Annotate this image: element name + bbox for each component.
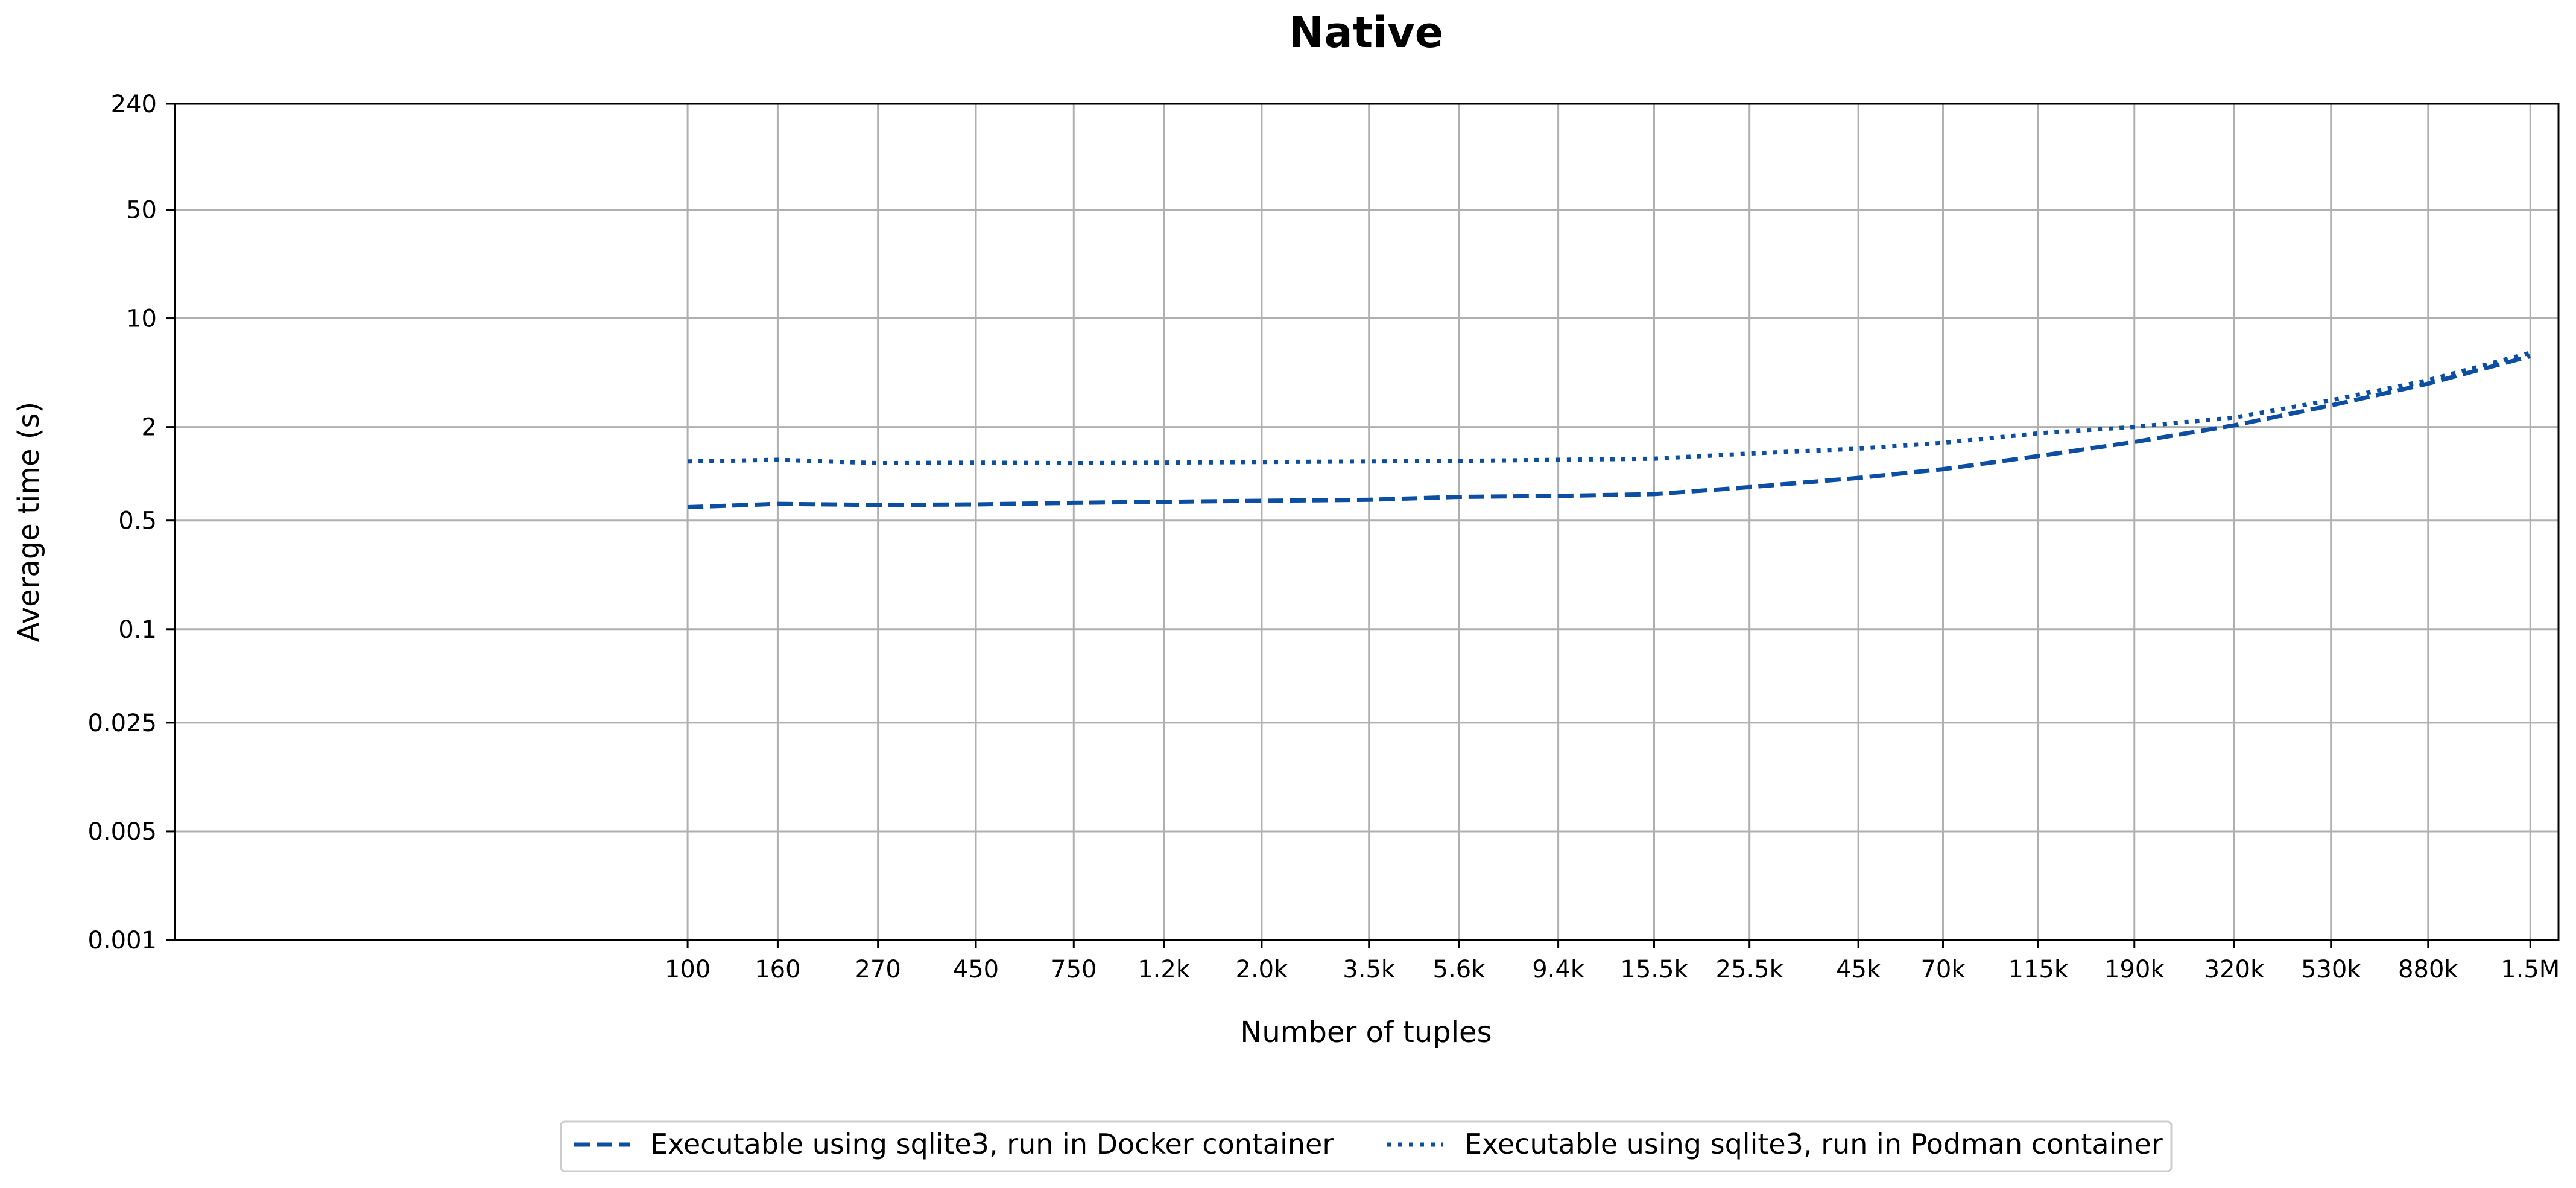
x-tick-label: 160 bbox=[755, 956, 800, 983]
series-line-podman bbox=[688, 351, 2531, 466]
legend-label-docker: Executable using sqlite3, run in Docker … bbox=[650, 1128, 1334, 1160]
y-tick-label: 0.5 bbox=[118, 507, 157, 535]
series-line-docker bbox=[687, 354, 2531, 509]
x-tick-label: 100 bbox=[665, 956, 710, 983]
x-tick-label: 450 bbox=[953, 956, 999, 983]
grid bbox=[175, 103, 2559, 941]
y-tick-label: 10 bbox=[126, 305, 157, 333]
y-tick-label: 50 bbox=[126, 196, 157, 224]
legend: Executable using sqlite3, run in Docker … bbox=[560, 1120, 2173, 1172]
x-tick-label: 3.5k bbox=[1343, 956, 1396, 983]
y-tick-label: 240 bbox=[111, 91, 157, 118]
x-axis-label: Number of tuples bbox=[1240, 1015, 1492, 1049]
y-tick-label: 0.1 bbox=[118, 616, 157, 644]
x-tick-label: 750 bbox=[1051, 956, 1097, 983]
series-lines bbox=[687, 351, 2531, 509]
x-tick-label: 5.6k bbox=[1433, 956, 1486, 983]
x-tick-label: 45k bbox=[1836, 956, 1881, 983]
x-tick-label: 880k bbox=[2398, 956, 2458, 983]
x-tick-label: 270 bbox=[855, 956, 900, 983]
y-tick-label: 0.001 bbox=[87, 927, 157, 955]
legend-label-podman: Executable using sqlite3, run in Podman … bbox=[1464, 1128, 2163, 1160]
legend-box bbox=[560, 1120, 2173, 1172]
x-tick-label: 15.5k bbox=[1620, 956, 1688, 983]
x-tick-label: 190k bbox=[2104, 956, 2165, 983]
x-tick-label: 70k bbox=[1920, 956, 1966, 983]
y-tick-label: 0.025 bbox=[87, 710, 157, 737]
x-tick-label: 25.5k bbox=[1716, 956, 1784, 983]
x-tick-label: 9.4k bbox=[1532, 956, 1585, 983]
y-tick-label: 0.005 bbox=[87, 818, 157, 846]
x-tick-label: 320k bbox=[2204, 956, 2265, 983]
x-tick-label: 115k bbox=[2008, 956, 2068, 983]
x-tick-label: 1.2k bbox=[1138, 956, 1191, 983]
x-tick-label: 1.5M bbox=[2501, 956, 2560, 983]
y-tick-label: 2 bbox=[142, 414, 157, 442]
chart-title: Native bbox=[1289, 8, 1443, 57]
x-tick-label: 2.0k bbox=[1236, 956, 1289, 983]
plot-frame bbox=[174, 103, 2560, 941]
y-axis-ticks: 0.001 0.005 0.025 0.1 0.5 2 10 50 240 bbox=[87, 91, 175, 955]
y-axis-label: Average time (s) bbox=[12, 402, 46, 643]
x-tick-label: 530k bbox=[2301, 956, 2361, 983]
x-axis-ticks: 100 160 270 450 750 1.2k 2.0k 3.5k 5.6k 9.4k 15.5k… bbox=[665, 940, 2560, 983]
